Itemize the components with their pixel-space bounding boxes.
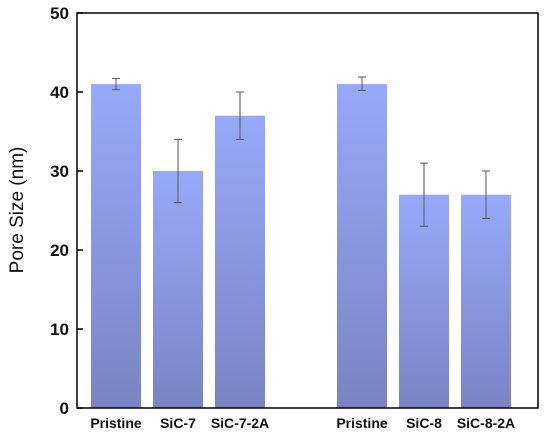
bar xyxy=(153,171,203,408)
y-axis-title: Pore Size (nm) xyxy=(7,147,28,274)
bar xyxy=(399,194,449,408)
y-tick-label: 50 xyxy=(50,4,69,23)
y-tick-label: 10 xyxy=(50,320,69,339)
y-tick-label: 30 xyxy=(50,162,69,181)
x-category-label: Pristine xyxy=(90,415,142,431)
bar xyxy=(215,115,265,408)
x-category-label: SiC-8-2A xyxy=(457,415,515,431)
error-bars-layer xyxy=(112,76,490,227)
y-tick-label: 0 xyxy=(60,399,69,418)
x-category-label: SiC-8 xyxy=(406,415,442,431)
bar xyxy=(91,84,141,408)
x-category-label: Pristine xyxy=(336,415,388,431)
x-category-label: SiC-7 xyxy=(160,415,196,431)
y-tick-label: 20 xyxy=(50,241,69,260)
x-axis-category-labels: Pristine SiC-7 SiC-7-2A Pristine SiC-8 SiC-8-… xyxy=(90,415,515,431)
bar xyxy=(461,194,511,408)
plot-frame xyxy=(76,12,539,409)
y-tick-label: 40 xyxy=(50,83,69,102)
bar xyxy=(337,84,387,408)
bars-layer xyxy=(91,84,511,408)
x-category-label: SiC-7-2A xyxy=(211,415,269,431)
y-axis-ticks: 0 10 20 30 40 50 xyxy=(50,4,83,418)
